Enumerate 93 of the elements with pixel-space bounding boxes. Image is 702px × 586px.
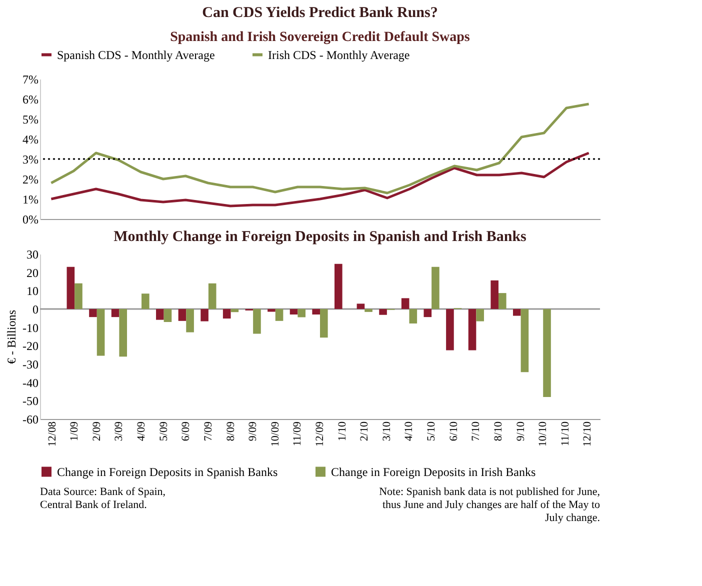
y-tick-label: 2% [22, 172, 38, 186]
bar [312, 309, 320, 314]
bar [74, 283, 82, 309]
bar [468, 309, 476, 350]
x-tick-label: 5/10 [426, 421, 438, 442]
bar [424, 309, 432, 318]
bar [111, 309, 120, 318]
y-tick-label: -40 [22, 376, 38, 390]
bar [476, 309, 484, 322]
bar [230, 309, 239, 312]
x-tick-label: 3/09 [113, 421, 126, 442]
bar [268, 309, 276, 312]
bar [119, 309, 128, 357]
bar [520, 309, 529, 372]
bar [364, 309, 372, 312]
x-tick-label: 8/09 [224, 421, 237, 442]
x-tick-label: 7/10 [470, 421, 482, 442]
bar [200, 309, 208, 322]
x-tick-label: 9/10 [514, 421, 527, 442]
x-tick-label: 7/09 [202, 421, 214, 442]
bar [290, 309, 298, 314]
chart-title: Monthly Change in Foreign Deposits in Spanish and Irish Banks [114, 229, 527, 245]
bar [156, 309, 164, 320]
x-tick-label: 6/09 [180, 421, 192, 442]
bar [178, 309, 186, 321]
chart-subtitle: Spanish and Irish Sovereign Credit Default Swaps [170, 30, 470, 45]
bar [432, 266, 440, 309]
legend-label: Change in Foreign Deposits in Spanish Banks [57, 464, 278, 479]
x-tick-label: 9/09 [247, 421, 260, 442]
y-tick-label: -50 [22, 394, 38, 408]
y-tick-label: -20 [22, 339, 38, 354]
legend-label: Irish CDS - Monthly Average [268, 48, 410, 62]
bar [409, 309, 418, 324]
x-tick-label: 12/08 [46, 421, 58, 447]
y-tick-label: 20 [26, 266, 38, 280]
x-tick-label: 1/09 [68, 421, 81, 442]
y-tick-label: 10 [26, 284, 38, 298]
source-note: Data Source: Bank of Spain, Central Bank of Ireland. [40, 486, 166, 511]
bar [490, 280, 498, 309]
bar [275, 309, 284, 321]
bar [298, 309, 306, 318]
bar [96, 309, 105, 356]
x-tick-label: 10/09 [269, 421, 282, 447]
bar [186, 309, 194, 332]
bar [253, 309, 261, 334]
y-tick-label: 6% [22, 92, 38, 106]
x-tick-label: 1/10 [336, 421, 348, 442]
bar [379, 309, 387, 315]
y-tick-label: -10 [22, 320, 38, 335]
bar [208, 283, 216, 309]
y-tick-label: 5% [22, 112, 38, 126]
y-tick-label: 0 [32, 302, 38, 316]
x-tick-label: 2/09 [90, 421, 103, 442]
x-tick-label: 12/10 [582, 421, 594, 447]
bar [66, 266, 75, 309]
y-tick-label: -60 [22, 412, 38, 426]
x-tick-label: 11/09 [292, 421, 304, 446]
x-tick-label: 10/10 [537, 421, 550, 447]
y-tick-label: 7% [22, 72, 38, 86]
x-tick-label: 5/09 [158, 421, 170, 442]
x-tick-label: 3/10 [380, 421, 393, 442]
bar [356, 304, 365, 309]
x-tick-label: 6/10 [448, 421, 460, 442]
y-axis-title: € - Billions [4, 310, 19, 364]
x-tick-label: 11/10 [559, 421, 572, 446]
bar [142, 294, 150, 309]
bar [334, 264, 342, 309]
y-tick-label: 3% [22, 152, 38, 166]
bar [512, 309, 521, 316]
legend-label: Spanish CDS - Monthly Average [57, 48, 215, 62]
bar [89, 309, 97, 318]
line-series [50, 152, 590, 208]
bar [320, 309, 328, 338]
y-tick-label: 4% [22, 132, 38, 146]
bar [446, 309, 454, 350]
x-tick-label: 4/09 [136, 421, 148, 442]
y-tick-label: 30 [26, 248, 38, 262]
bar [401, 298, 410, 309]
bar [222, 309, 231, 319]
y-tick-label: -30 [22, 358, 38, 372]
x-tick-label: 8/10 [492, 421, 504, 442]
x-tick-label: 12/09 [314, 421, 326, 447]
bar [543, 309, 551, 397]
text: Note: Spanish bank data is not published for June, thus June and July changes are half of the May to July change. [379, 486, 600, 524]
x-tick-label: 4/10 [403, 421, 416, 442]
y-tick-label: 0% [22, 212, 38, 226]
bar [498, 293, 506, 309]
legend-label: Change in Foreign Deposits in Irish Banks [331, 464, 536, 479]
x-tick-label: 2/10 [358, 421, 371, 442]
bar [164, 309, 172, 322]
chart-title: Can CDS Yields Predict Bank Runs? [202, 5, 438, 21]
line-series [50, 102, 590, 194]
y-tick-label: 1% [22, 192, 38, 206]
